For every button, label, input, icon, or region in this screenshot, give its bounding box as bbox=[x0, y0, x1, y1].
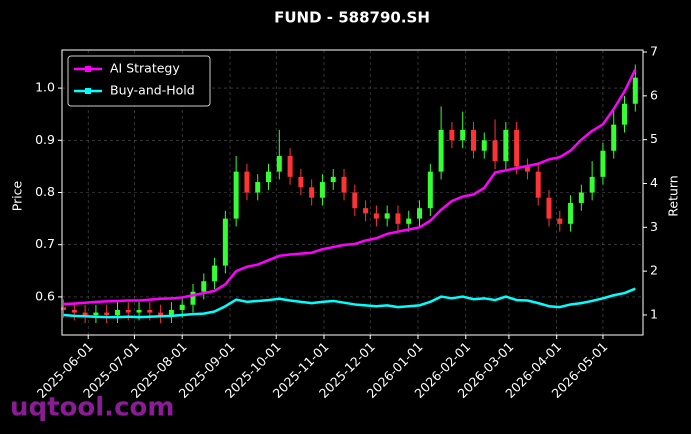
candle-body bbox=[114, 309, 120, 316]
return-line bbox=[63, 287, 636, 319]
candle-body bbox=[460, 129, 466, 141]
candle-body bbox=[568, 202, 574, 224]
candle-body bbox=[298, 176, 304, 188]
candle-body bbox=[363, 208, 369, 214]
candle-body bbox=[438, 129, 444, 172]
legend-label: AI Strategy bbox=[110, 61, 180, 76]
legend: AI Strategy Buy-and-Hold bbox=[67, 55, 211, 107]
candle-body bbox=[622, 103, 628, 125]
y-tick-label: 0.9 bbox=[35, 132, 55, 147]
y2-axis-label: Return bbox=[666, 175, 681, 216]
candle-body bbox=[406, 218, 412, 224]
candle-body bbox=[417, 208, 423, 219]
candle-body bbox=[125, 309, 131, 313]
legend-box bbox=[67, 55, 211, 107]
candle-body bbox=[470, 129, 476, 151]
candle-body bbox=[557, 218, 563, 224]
candle-body bbox=[136, 309, 142, 313]
y2-tick-label: 7 bbox=[650, 44, 658, 59]
candle-body bbox=[373, 213, 379, 219]
candle-body bbox=[589, 176, 595, 193]
candle-body bbox=[201, 281, 207, 292]
y2-tick-label: 1 bbox=[650, 306, 658, 321]
y2-tick-label: 4 bbox=[650, 175, 658, 190]
y-tick-label: 0.8 bbox=[35, 184, 55, 199]
legend-marker bbox=[85, 66, 91, 72]
return-line bbox=[63, 68, 637, 306]
candle-body bbox=[395, 213, 401, 224]
candle-body bbox=[147, 309, 153, 313]
legend-label: Buy-and-Hold bbox=[110, 83, 195, 98]
candle-body bbox=[535, 171, 541, 198]
candle-body bbox=[632, 77, 638, 104]
candle-body bbox=[600, 150, 606, 177]
legend-marker bbox=[85, 88, 91, 94]
candle-body bbox=[578, 192, 584, 203]
candle-body bbox=[158, 312, 164, 316]
candle-body bbox=[611, 124, 617, 151]
candle-body bbox=[524, 166, 530, 172]
candle-body bbox=[168, 309, 174, 316]
candle-body bbox=[82, 312, 88, 316]
candle-body bbox=[233, 171, 239, 219]
candle-body bbox=[93, 312, 99, 316]
candle-body bbox=[255, 182, 261, 193]
candle-body bbox=[341, 176, 347, 193]
candle-body bbox=[352, 192, 358, 209]
candle-body bbox=[546, 197, 552, 219]
watermark: uqtool.com bbox=[10, 393, 174, 423]
candle-body bbox=[287, 155, 293, 177]
candle-body bbox=[492, 140, 498, 162]
y2-tick-label: 3 bbox=[650, 219, 658, 234]
chart-title: FUND - 588790.SH bbox=[274, 9, 430, 27]
candle-body bbox=[330, 176, 336, 183]
candle-body bbox=[104, 312, 110, 316]
candle-body bbox=[276, 155, 282, 172]
y-tick-label: 1.0 bbox=[35, 80, 55, 95]
candle-body bbox=[266, 171, 272, 183]
y2-tick-label: 6 bbox=[650, 87, 658, 102]
candle-body bbox=[427, 171, 433, 209]
candle-body bbox=[481, 140, 487, 151]
y-tick-label: 0.6 bbox=[35, 288, 55, 303]
candle-body bbox=[503, 129, 509, 162]
candle-body bbox=[222, 218, 228, 266]
y2-tick-label: 5 bbox=[650, 131, 658, 146]
candle-body bbox=[319, 182, 325, 198]
candle-body bbox=[212, 265, 218, 282]
y-tick-label: 0.7 bbox=[35, 236, 55, 251]
candle-body bbox=[61, 307, 67, 310]
candle-body bbox=[449, 129, 455, 141]
candle-body bbox=[179, 304, 185, 310]
candle-body bbox=[71, 309, 77, 313]
candle-body bbox=[190, 291, 196, 305]
candle-body bbox=[514, 129, 520, 167]
candle-body bbox=[309, 187, 315, 198]
y-axis-label: Price bbox=[10, 180, 25, 211]
y2-tick-label: 2 bbox=[650, 263, 658, 278]
candle-body bbox=[384, 213, 390, 219]
plot-frame bbox=[61, 49, 644, 336]
candle-body bbox=[244, 171, 250, 193]
